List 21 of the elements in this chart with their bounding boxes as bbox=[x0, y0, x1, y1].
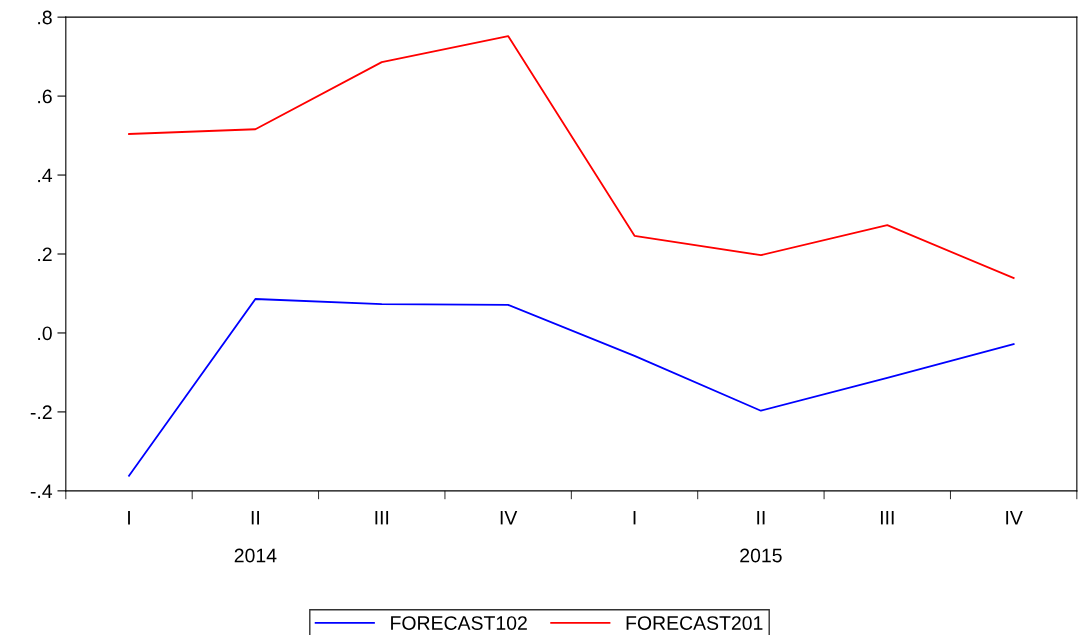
x-tick-label: II bbox=[251, 511, 259, 525]
legend-label: FORECAST201 bbox=[626, 616, 763, 630]
y-tick-label: .8 bbox=[38, 10, 52, 25]
y-tick-label: .2 bbox=[38, 247, 52, 262]
x-tick-label: III bbox=[375, 511, 389, 525]
y-tick-label: .4 bbox=[38, 168, 53, 183]
y-tick-label: .6 bbox=[38, 89, 52, 104]
x-tick-label: IV bbox=[1006, 511, 1023, 525]
y-tick-label: -.2 bbox=[30, 405, 52, 419]
y-tick-label: -.4 bbox=[30, 484, 53, 498]
x-tick-label: I bbox=[633, 511, 636, 525]
line-series bbox=[128, 35, 1015, 279]
line-series bbox=[128, 298, 1015, 477]
y-tick-label: .0 bbox=[38, 326, 52, 341]
text: 2014 bbox=[234, 548, 277, 563]
x-tick-label: III bbox=[880, 511, 894, 525]
x-tick-label: I bbox=[128, 511, 130, 525]
legend-label: FORECAST102 bbox=[391, 616, 527, 630]
text: 2015 bbox=[740, 548, 782, 563]
x-tick-label: IV bbox=[500, 511, 518, 525]
x-tick-label: II bbox=[757, 511, 765, 525]
